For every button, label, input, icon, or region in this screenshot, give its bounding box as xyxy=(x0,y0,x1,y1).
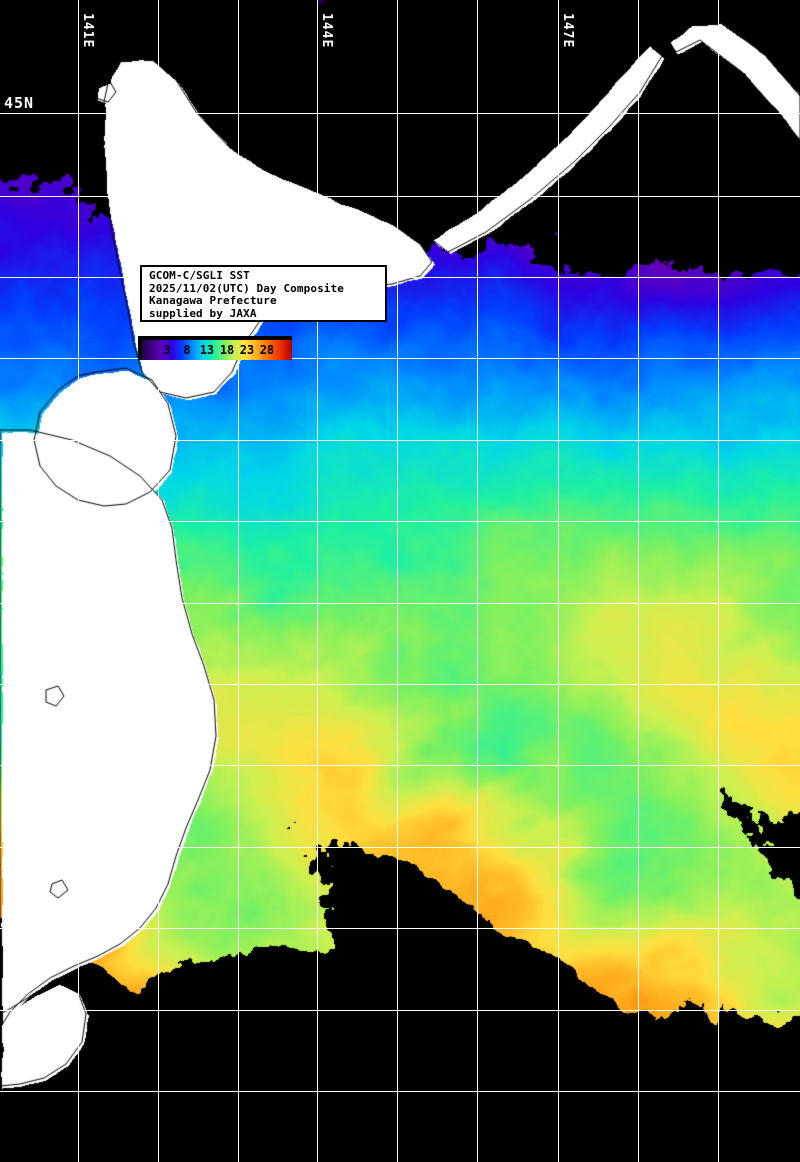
colorbar-gradient xyxy=(142,340,292,360)
sst-colorbar: 3 8 13 18 23 28 xyxy=(138,336,292,360)
colorbar-tick-8: 8 xyxy=(183,343,191,357)
colorbar-tick-labels: 3 8 13 18 23 28 xyxy=(142,340,292,360)
colorbar-tick-13: 13 xyxy=(199,343,215,357)
info-line-title: GCOM-C/SGLI SST xyxy=(149,269,250,282)
colorbar-tick-3: 3 xyxy=(163,343,171,357)
annotation-info-box: GCOM-C/SGLI SST 2025/11/02(UTC) Day Comp… xyxy=(140,265,387,322)
colorbar-tick-28: 28 xyxy=(259,343,275,357)
colorbar-tick-23: 23 xyxy=(239,343,255,357)
info-line-region: Kanagawa Prefecture xyxy=(149,294,277,307)
info-line-supplier: supplied by JAXA xyxy=(149,306,257,320)
info-line-date: 2025/11/02(UTC) Day Composite xyxy=(149,281,344,295)
colorbar-tick-18: 18 xyxy=(219,343,235,357)
